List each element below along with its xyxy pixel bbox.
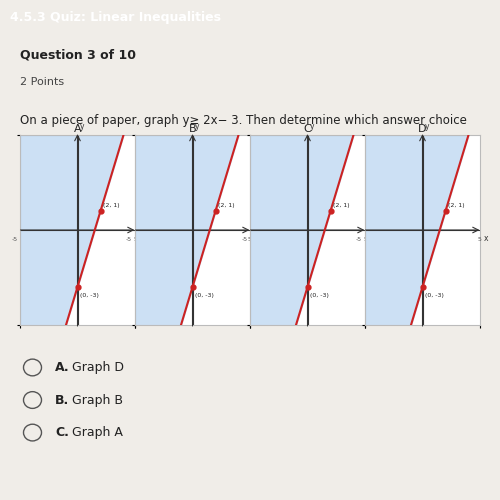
Text: (2, 1): (2, 1) <box>333 203 349 208</box>
Text: Graph B: Graph B <box>72 394 124 406</box>
Title: A: A <box>74 124 82 134</box>
Text: x: x <box>484 234 488 244</box>
Text: -5: -5 <box>241 238 248 242</box>
Title: B: B <box>188 124 196 134</box>
Text: 4.5.3 Quiz: Linear Inequalities: 4.5.3 Quiz: Linear Inequalities <box>10 11 221 24</box>
Text: x: x <box>254 234 258 244</box>
Text: (0, -3): (0, -3) <box>80 292 98 298</box>
Text: 5: 5 <box>363 238 367 242</box>
Text: y: y <box>195 122 200 132</box>
Text: (0, -3): (0, -3) <box>425 292 444 298</box>
Text: 5: 5 <box>133 238 137 242</box>
Text: (2, 1): (2, 1) <box>448 203 464 208</box>
Text: (2, 1): (2, 1) <box>218 203 234 208</box>
Title: C: C <box>304 124 312 134</box>
Text: Graph A: Graph A <box>72 426 124 439</box>
Text: y: y <box>310 122 314 132</box>
Text: matches the graph you drew.: matches the graph you drew. <box>20 146 194 160</box>
Text: On a piece of paper, graph y≥ 2x− 3. Then determine which answer choice: On a piece of paper, graph y≥ 2x− 3. The… <box>20 114 467 127</box>
Text: 2 Points: 2 Points <box>20 77 64 87</box>
Text: (2, 1): (2, 1) <box>103 203 120 208</box>
Text: (0, -3): (0, -3) <box>310 292 328 298</box>
Text: y: y <box>425 122 430 132</box>
Text: -5: -5 <box>356 238 362 242</box>
Text: x: x <box>368 234 373 244</box>
Text: -5: -5 <box>126 238 132 242</box>
Text: Question 3 of 10: Question 3 of 10 <box>20 49 136 62</box>
Text: A.: A. <box>55 361 70 374</box>
Text: C.: C. <box>55 426 69 439</box>
Text: -5: -5 <box>11 238 18 242</box>
Text: 5: 5 <box>248 238 252 242</box>
Text: Graph D: Graph D <box>72 361 124 374</box>
Text: 5: 5 <box>478 238 482 242</box>
Text: (0, -3): (0, -3) <box>195 292 214 298</box>
Title: D: D <box>418 124 427 134</box>
Text: x: x <box>138 234 143 244</box>
Text: y: y <box>80 122 84 132</box>
Text: B.: B. <box>55 394 69 406</box>
